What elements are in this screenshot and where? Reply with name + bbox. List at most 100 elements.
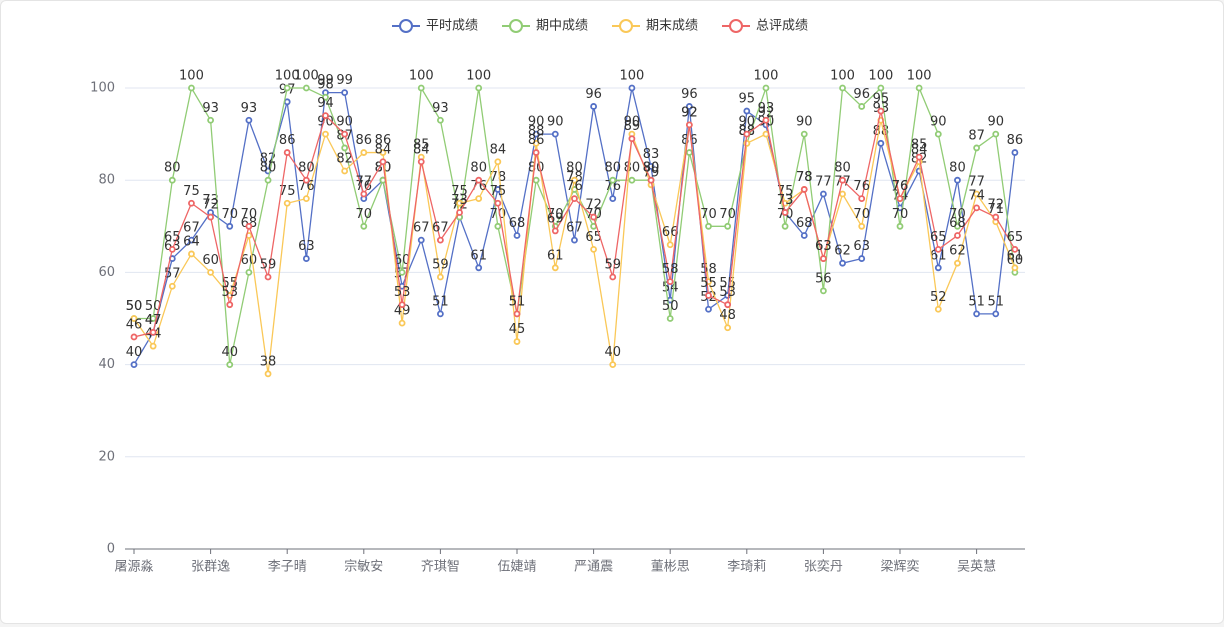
point: [341, 144, 349, 152]
data-label: 80: [164, 161, 181, 176]
data-label: 84: [490, 142, 507, 157]
data-label: 86: [681, 133, 698, 148]
point: [513, 338, 521, 345]
point: [456, 199, 463, 207]
data-label: 40: [221, 345, 238, 360]
point: [417, 158, 425, 166]
point: [724, 324, 732, 332]
point: [590, 103, 597, 110]
point: [609, 195, 617, 203]
point: [360, 222, 368, 230]
point: [973, 310, 980, 318]
legend-label: 平时成绩: [426, 19, 478, 34]
data-label: 83: [643, 147, 660, 162]
data-label: 68: [509, 216, 526, 231]
point: [130, 315, 138, 322]
x-tick-label: 伍婕靖: [497, 560, 536, 575]
data-label: 59: [432, 258, 449, 273]
data-label: 50: [145, 299, 162, 314]
data-label: 40: [126, 345, 143, 360]
point: [283, 149, 291, 156]
data-label: 75: [451, 184, 468, 199]
x-tick-label: 吴英慧: [957, 559, 996, 575]
data-label: 67: [566, 221, 583, 236]
data-label: 70: [547, 207, 564, 222]
point: [130, 333, 138, 341]
data-label: 76: [566, 179, 583, 194]
x-tick-label: 宗敏安: [344, 559, 383, 575]
data-label: 92: [681, 105, 698, 120]
data-label: 60: [202, 253, 219, 268]
point: [800, 232, 808, 239]
data-label: 70: [221, 207, 238, 222]
data-label: 67: [183, 221, 200, 236]
data-label: 49: [394, 304, 411, 319]
point: [226, 222, 234, 230]
data-label: 80: [834, 161, 851, 176]
point: [551, 130, 559, 138]
point: [571, 236, 578, 244]
data-label: 75: [183, 184, 200, 199]
point: [341, 89, 349, 97]
data-label: 65: [930, 230, 947, 245]
point: [858, 255, 866, 262]
data-label: 38: [260, 354, 277, 369]
data-label: 100: [466, 69, 491, 84]
data-label: 53: [719, 285, 736, 300]
data-label: 80: [298, 161, 315, 176]
y-tick-label: 0: [107, 542, 115, 557]
point: [494, 158, 502, 166]
point: [168, 245, 176, 253]
data-label: 93: [241, 101, 258, 116]
point: [436, 236, 444, 244]
point: [149, 328, 157, 336]
point: [207, 213, 215, 221]
data-label: 85: [911, 138, 928, 153]
data-label: 78: [796, 170, 813, 185]
data-label: 53: [394, 285, 411, 300]
data-label: 61: [1007, 248, 1024, 263]
data-label: 70: [892, 207, 909, 222]
point: [877, 84, 885, 92]
point: [188, 84, 195, 92]
point: [245, 222, 253, 230]
data-label: 90: [547, 115, 564, 130]
point: [858, 195, 866, 203]
point: [302, 84, 310, 92]
data-label: 61: [930, 248, 947, 263]
point: [666, 278, 674, 286]
data-label: 80: [604, 161, 621, 176]
point: [973, 144, 980, 152]
data-label: 72: [987, 198, 1004, 213]
data-label: 60: [394, 253, 411, 268]
point: [1011, 264, 1019, 272]
point: [839, 176, 846, 184]
point: [877, 139, 885, 147]
data-label: 66: [662, 225, 679, 240]
point: [283, 199, 291, 207]
point: [322, 130, 329, 138]
x-tick-label: 屠源淼: [114, 560, 153, 575]
point: [379, 149, 387, 156]
data-label: 78: [490, 170, 507, 185]
point: [207, 268, 215, 276]
point: [800, 186, 808, 193]
data-label: 55: [700, 276, 717, 291]
point: [705, 292, 712, 299]
point: [494, 199, 502, 207]
point: [685, 103, 693, 110]
data-label: 73: [451, 193, 468, 208]
data-label: 86: [356, 133, 373, 148]
point: [475, 176, 483, 184]
data-label: 99: [336, 73, 353, 88]
point: [820, 255, 827, 262]
data-label: 95: [739, 92, 756, 107]
point: [322, 112, 329, 120]
point: [820, 190, 827, 198]
legend-label: 期末成绩: [646, 19, 698, 34]
data-label: 100: [179, 69, 204, 84]
data-label: 52: [930, 290, 947, 305]
data-label: 73: [202, 193, 219, 208]
data-label: 63: [298, 239, 315, 254]
data-label: 80: [260, 161, 277, 176]
